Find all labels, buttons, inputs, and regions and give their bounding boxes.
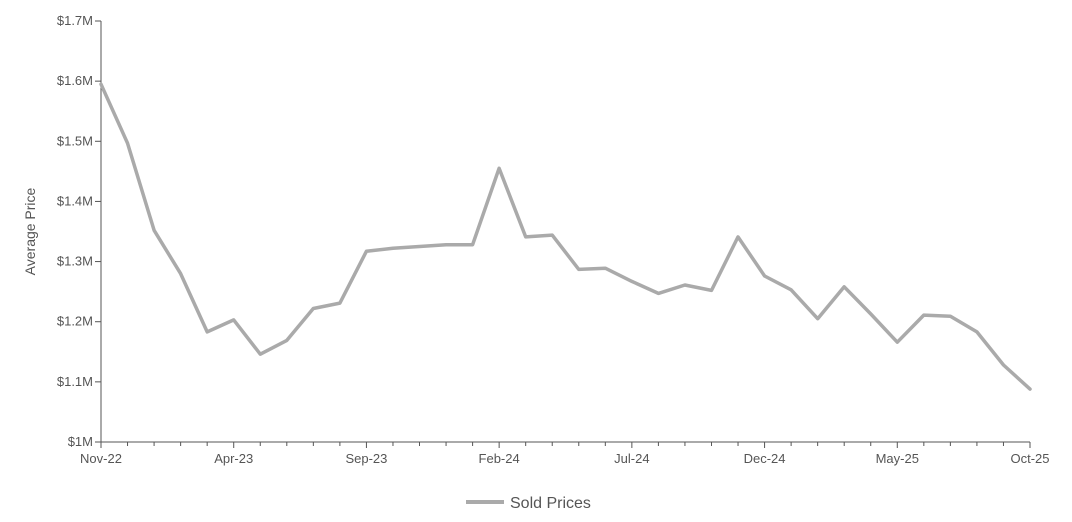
series-line-sold-prices <box>99 82 1032 391</box>
y-axis-title: Average Price <box>22 187 38 275</box>
y-tick-label: $1.2M <box>57 314 93 329</box>
x-tick-label: May-25 <box>876 451 919 466</box>
x-tick-label: Apr-23 <box>214 451 253 466</box>
x-tick-label: Jul-24 <box>614 451 649 466</box>
y-tick-label: $1.3M <box>57 254 93 269</box>
x-tick-label: Oct-25 <box>1010 451 1049 466</box>
x-tick-label: Dec-24 <box>744 451 786 466</box>
x-tick-label: Feb-24 <box>479 451 520 466</box>
y-tick-label: $1.4M <box>57 193 93 208</box>
legend-label-sold-prices: Sold Prices <box>510 495 591 512</box>
x-tick-label: Sep-23 <box>345 451 387 466</box>
y-tick-label: $1.7M <box>57 13 93 28</box>
x-axis-ticks: Nov-22 Apr-23 Sep-23 Feb-24 Jul-24 Dec-24 May-… <box>80 442 1050 466</box>
legend[interactable]: Sold Prices <box>466 495 591 512</box>
y-axis-ticks: $1M $1.1M $1.2M $1.3M $1.4M $1.5M $1.6M $1.7M <box>57 13 101 449</box>
x-tick-label: Nov-22 <box>80 451 122 466</box>
y-tick-label: $1.5M <box>57 133 93 148</box>
y-tick-label: $1M <box>68 434 93 449</box>
y-tick-label: $1.1M <box>57 374 93 389</box>
y-tick-label: $1.6M <box>57 73 93 88</box>
